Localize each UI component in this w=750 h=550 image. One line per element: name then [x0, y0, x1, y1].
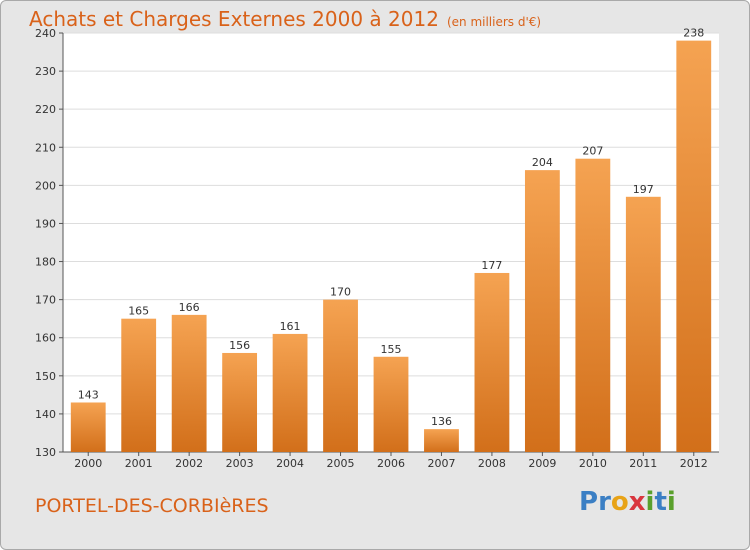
x-tick-label: 2006 [377, 457, 405, 470]
logo-letter: i [645, 487, 655, 517]
x-tick-label: 2010 [579, 457, 607, 470]
y-tick-label: 200 [35, 179, 56, 192]
x-tick-label: 2011 [629, 457, 657, 470]
chart-unit: (en milliers d'€) [446, 15, 542, 29]
data-label: 161 [280, 320, 301, 333]
logo-letter: P [579, 487, 599, 517]
data-label: 136 [431, 415, 452, 428]
bar [222, 352, 258, 452]
y-tick-label: 160 [35, 332, 56, 345]
data-label: 197 [633, 183, 654, 196]
data-label: 155 [381, 343, 402, 356]
data-label: 207 [582, 145, 603, 158]
bar [373, 356, 409, 452]
x-tick-label: 2003 [226, 457, 254, 470]
bar [121, 318, 157, 452]
y-tick-label: 180 [35, 256, 56, 269]
data-label: 156 [229, 339, 250, 352]
data-label: 204 [532, 156, 553, 169]
x-tick-label: 2005 [327, 457, 355, 470]
y-tick-label: 210 [35, 141, 56, 154]
data-label: 238 [683, 27, 704, 40]
y-tick-label: 170 [35, 294, 56, 307]
data-label: 166 [179, 301, 200, 314]
x-tick-label: 2007 [427, 457, 455, 470]
data-label: 165 [128, 305, 149, 318]
logo-letter: t [654, 487, 667, 517]
y-tick-label: 140 [35, 408, 56, 421]
bar [70, 402, 106, 452]
x-tick-label: 2000 [74, 457, 102, 470]
x-tick-label: 2009 [528, 457, 556, 470]
y-tick-label: 130 [35, 446, 56, 459]
chart-title-text: Achats et Charges Externes 2000 à 2012 [29, 7, 439, 31]
x-tick-label: 2012 [680, 457, 708, 470]
y-tick-label: 190 [35, 217, 56, 230]
y-tick-label: 220 [35, 103, 56, 116]
proxiti-logo: Proxiti [579, 487, 676, 517]
logo-letter: i [666, 487, 676, 517]
data-label: 170 [330, 286, 351, 299]
bar [575, 158, 611, 452]
logo-letter: o [610, 487, 629, 517]
location-name: PORTEL-DES-CORBIèRES [35, 495, 269, 517]
bar [424, 429, 459, 452]
bar [171, 314, 207, 452]
x-tick-label: 2001 [125, 457, 153, 470]
bar [272, 333, 308, 452]
y-tick-label: 150 [35, 370, 56, 383]
x-tick-label: 2004 [276, 457, 304, 470]
bar [524, 170, 560, 453]
bar [323, 299, 358, 452]
y-tick-label: 240 [35, 27, 56, 40]
logo-letter: x [628, 487, 646, 517]
y-tick-label: 230 [35, 65, 56, 78]
bar [625, 196, 661, 452]
data-label: 143 [78, 388, 99, 401]
bar [676, 40, 712, 452]
bar [474, 272, 510, 452]
logo-letter: r [598, 487, 611, 517]
chart-title: Achats et Charges Externes 2000 à 2012 (e… [29, 7, 541, 31]
data-label: 177 [481, 259, 502, 272]
x-tick-label: 2008 [478, 457, 506, 470]
x-tick-label: 2002 [175, 457, 203, 470]
